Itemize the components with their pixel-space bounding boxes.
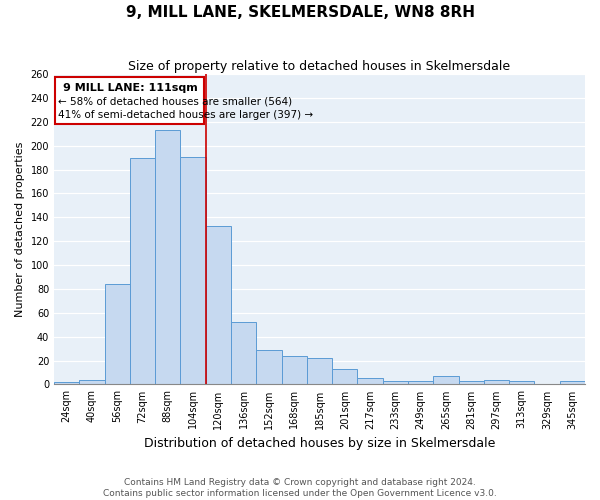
Bar	[560, 381, 585, 384]
Bar	[358, 378, 383, 384]
Bar	[54, 382, 79, 384]
X-axis label: Distribution of detached houses by size in Skelmersdale: Distribution of detached houses by size …	[144, 437, 495, 450]
FancyBboxPatch shape	[55, 76, 205, 124]
Title: Size of property relative to detached houses in Skelmersdale: Size of property relative to detached ho…	[128, 60, 511, 73]
Bar	[408, 381, 433, 384]
Bar	[307, 358, 332, 384]
Bar	[332, 369, 358, 384]
Bar	[231, 322, 256, 384]
Bar	[104, 284, 130, 384]
Bar	[281, 356, 307, 384]
Bar	[206, 226, 231, 384]
Y-axis label: Number of detached properties: Number of detached properties	[15, 142, 25, 317]
Bar	[383, 381, 408, 384]
Bar	[484, 380, 509, 384]
Text: ← 58% of detached houses are smaller (564): ← 58% of detached houses are smaller (56…	[58, 97, 292, 107]
Bar	[181, 156, 206, 384]
Bar	[433, 376, 458, 384]
Bar	[509, 381, 535, 384]
Text: 9, MILL LANE, SKELMERSDALE, WN8 8RH: 9, MILL LANE, SKELMERSDALE, WN8 8RH	[125, 5, 475, 20]
Bar	[256, 350, 281, 384]
Bar	[458, 381, 484, 384]
Bar	[155, 130, 181, 384]
Text: 41% of semi-detached houses are larger (397) →: 41% of semi-detached houses are larger (…	[58, 110, 313, 120]
Bar	[130, 158, 155, 384]
Bar	[79, 380, 104, 384]
Text: Contains HM Land Registry data © Crown copyright and database right 2024.
Contai: Contains HM Land Registry data © Crown c…	[103, 478, 497, 498]
Text: 9 MILL LANE: 111sqm: 9 MILL LANE: 111sqm	[62, 82, 197, 92]
